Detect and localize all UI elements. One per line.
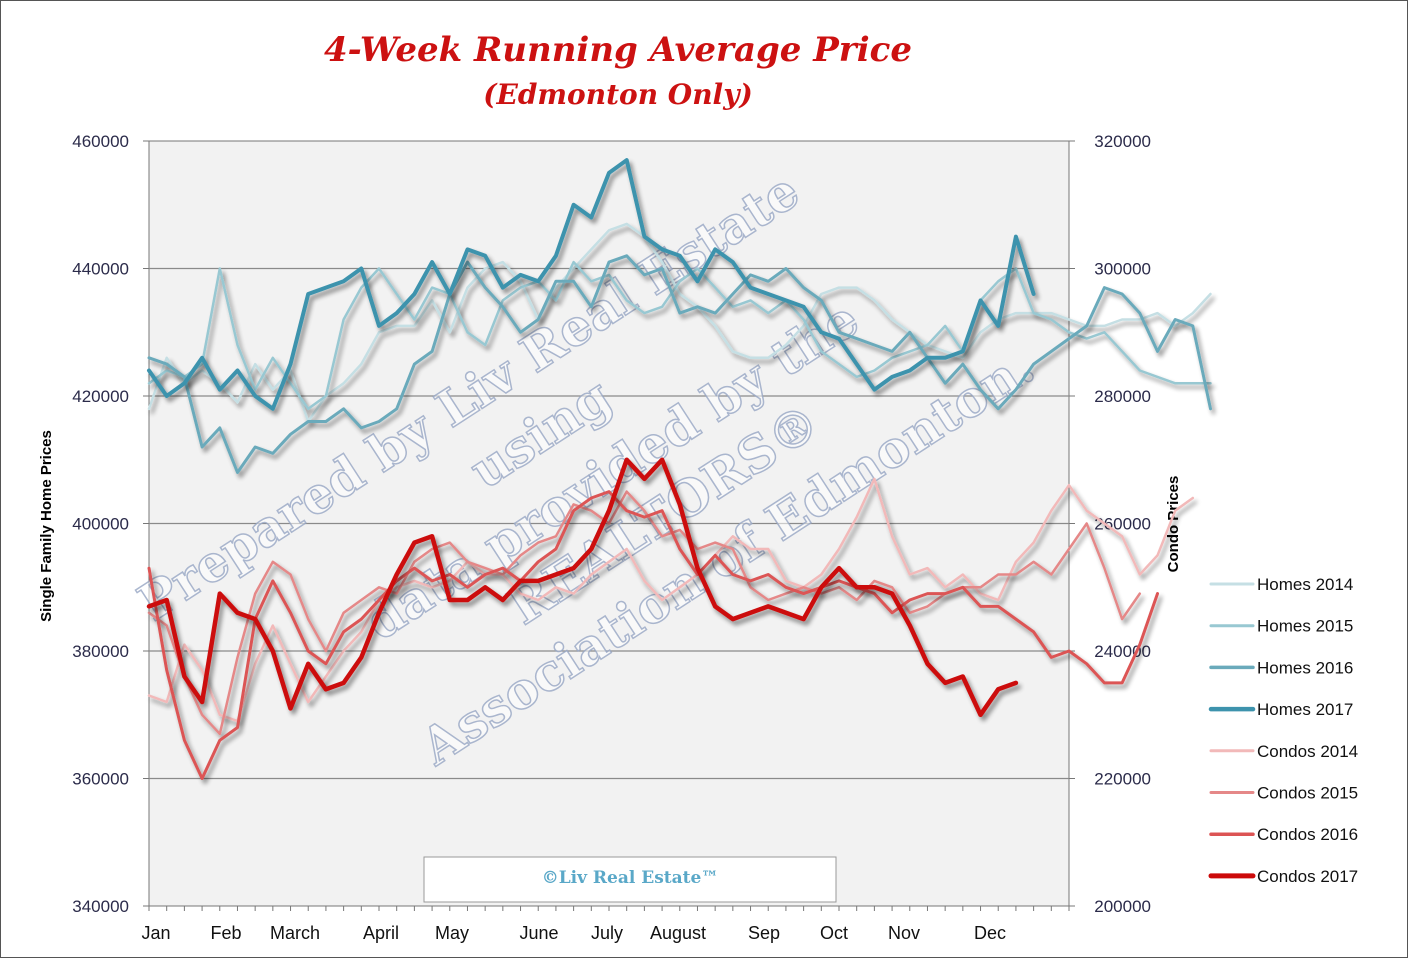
left-tick-label: 460000 xyxy=(72,132,129,151)
copyright-box xyxy=(423,856,837,903)
right-tick-label: 260000 xyxy=(1094,515,1151,534)
legend-label-condos2017: Condos 2017 xyxy=(1257,867,1358,886)
series-line-condos2014 xyxy=(147,477,1195,723)
right-axis-title: Condo Prices xyxy=(1165,476,1182,573)
right-tick-label: 220000 xyxy=(1094,770,1151,789)
right-axis-ticks: 200000 220000 240000 260000 280000 300000 3200… xyxy=(1069,132,1151,916)
series-layer xyxy=(146,158,1212,780)
month-label: Jan xyxy=(141,923,170,943)
month-label: March xyxy=(270,923,320,943)
series-line-homes2017 xyxy=(147,158,1036,411)
copyright-text: ©Liv Real Estate™ xyxy=(542,868,719,888)
month-label: Dec xyxy=(974,923,1006,943)
left-tick-label: 360000 xyxy=(72,770,129,789)
series-line-homes2015 xyxy=(147,260,1212,411)
gridlines xyxy=(149,267,1069,780)
series-line-homes2016 xyxy=(147,254,1212,474)
legend-label-homes2017: Homes 2017 xyxy=(1257,700,1353,719)
left-tick-label: 380000 xyxy=(72,642,129,661)
month-label: May xyxy=(435,923,469,943)
month-label: Feb xyxy=(210,923,241,943)
legend: Homes 2014 Homes 2015 Homes 2016 Homes 2017… xyxy=(1208,575,1358,886)
legend-label-condos2015: Condos 2015 xyxy=(1257,784,1358,803)
series-line-condos2016 xyxy=(147,490,1159,780)
left-axis-ticks: 340000 360000 380000 400000 420000 440000 4600… xyxy=(72,132,149,916)
month-label: Sep xyxy=(748,923,780,943)
left-tick-label: 340000 xyxy=(72,897,129,916)
legend-label-homes2016: Homes 2016 xyxy=(1257,658,1353,677)
left-tick-label: 440000 xyxy=(72,260,129,279)
right-tick-label: 280000 xyxy=(1094,387,1151,406)
month-label: August xyxy=(650,923,706,943)
x-axis-ticks: Jan Feb March April May June July August Sep Oct N… xyxy=(141,906,1070,943)
legend-label-homes2014: Homes 2014 xyxy=(1257,575,1353,594)
month-label: June xyxy=(519,923,558,943)
month-label: April xyxy=(363,923,399,943)
chart-subtitle: (Edmonton Only) xyxy=(483,78,752,111)
left-tick-label: 420000 xyxy=(72,387,129,406)
right-tick-label: 300000 xyxy=(1094,260,1151,279)
series-line-condos2015 xyxy=(147,490,1142,736)
legend-label-condos2016: Condos 2016 xyxy=(1257,825,1358,844)
right-tick-label: 320000 xyxy=(1094,132,1151,151)
left-axis-title: Single Family Home Prices xyxy=(38,430,55,622)
right-tick-label: 240000 xyxy=(1094,642,1151,661)
month-label: Oct xyxy=(820,923,848,943)
month-label: July xyxy=(591,923,623,943)
month-label: Nov xyxy=(888,923,920,943)
legend-label-condos2014: Condos 2014 xyxy=(1257,742,1358,761)
right-tick-label: 200000 xyxy=(1094,897,1151,916)
left-tick-label: 400000 xyxy=(72,515,129,534)
legend-label-homes2015: Homes 2015 xyxy=(1257,617,1353,636)
chart-title: 4-Week Running Average Price xyxy=(324,30,912,70)
series-line-condos2017 xyxy=(146,457,1019,718)
